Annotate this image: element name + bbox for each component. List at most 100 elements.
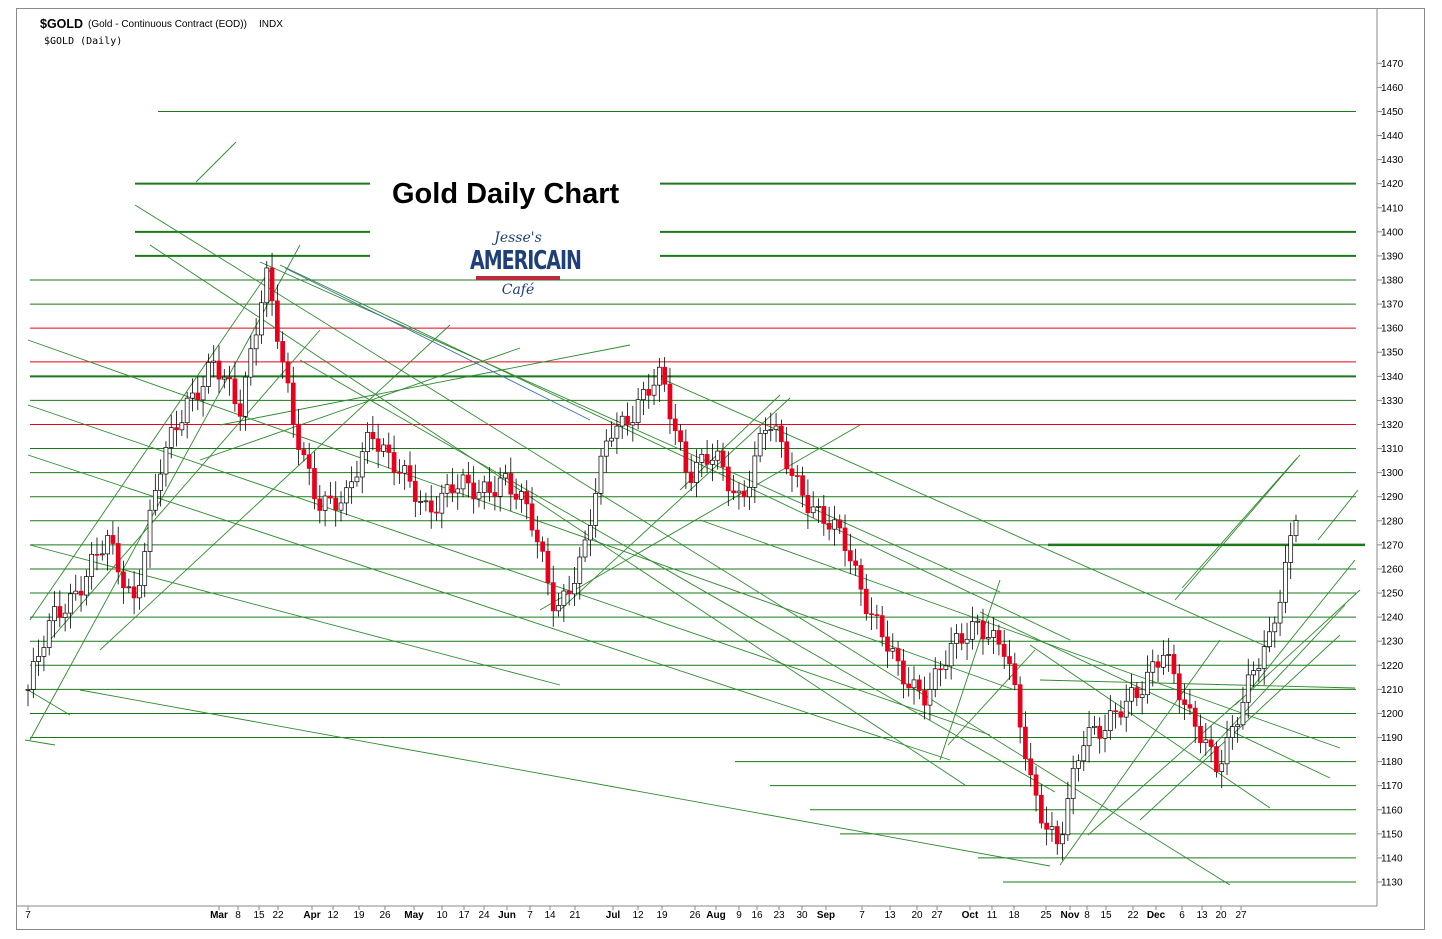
candle bbox=[572, 567, 577, 606]
candle-body bbox=[577, 556, 583, 584]
candle bbox=[264, 261, 270, 317]
y-tick-label: 1350 bbox=[1381, 348, 1404, 359]
candle bbox=[450, 468, 455, 503]
candle-body bbox=[354, 476, 360, 483]
candle-body bbox=[296, 423, 301, 450]
candle-body bbox=[397, 472, 402, 474]
candle bbox=[312, 451, 317, 510]
candle-body bbox=[126, 586, 132, 589]
candle bbox=[301, 442, 307, 462]
candle bbox=[158, 459, 163, 507]
candle bbox=[577, 547, 583, 600]
trend-line-11 bbox=[699, 519, 1341, 749]
candle bbox=[354, 460, 360, 487]
candle bbox=[163, 441, 169, 487]
candle-body bbox=[110, 535, 116, 544]
candle bbox=[662, 357, 668, 392]
candle bbox=[137, 569, 142, 610]
candle-body bbox=[280, 341, 286, 363]
candle bbox=[598, 448, 604, 505]
candle bbox=[561, 584, 567, 622]
candle bbox=[1235, 717, 1240, 743]
candle-body bbox=[84, 576, 89, 596]
candle bbox=[221, 369, 227, 389]
candle-body bbox=[1044, 822, 1049, 830]
x-tick-label: 10 bbox=[436, 910, 448, 921]
candle-body bbox=[131, 586, 137, 599]
candle-body bbox=[970, 621, 975, 640]
candle-body bbox=[810, 506, 816, 514]
candle bbox=[243, 371, 248, 431]
candle-body bbox=[603, 440, 609, 457]
candle bbox=[747, 470, 752, 511]
candle-body bbox=[704, 453, 710, 465]
candle-body bbox=[168, 427, 174, 448]
candle bbox=[1150, 649, 1156, 687]
candle-body bbox=[471, 482, 477, 500]
trend-line-29 bbox=[1139, 634, 1341, 821]
candle bbox=[789, 452, 795, 492]
candle bbox=[519, 483, 524, 513]
candle bbox=[1214, 741, 1219, 778]
candle bbox=[725, 451, 731, 507]
candle bbox=[1187, 689, 1193, 715]
candle bbox=[1203, 723, 1209, 756]
candle bbox=[418, 490, 423, 515]
candle-body bbox=[412, 480, 418, 502]
candle bbox=[52, 591, 57, 638]
candle-body bbox=[779, 425, 784, 443]
candle-body bbox=[1054, 826, 1060, 845]
y-tick-label: 1340 bbox=[1381, 372, 1404, 383]
candle bbox=[794, 465, 800, 488]
candle bbox=[890, 633, 896, 660]
candle-body bbox=[847, 550, 853, 562]
candle bbox=[1267, 616, 1272, 653]
trend-line-26 bbox=[947, 649, 1036, 746]
candle bbox=[550, 565, 556, 627]
x-tick-label: 13 bbox=[884, 910, 896, 921]
candle bbox=[1229, 715, 1235, 750]
candle-body bbox=[46, 620, 52, 648]
candle-body bbox=[1182, 699, 1187, 705]
candle bbox=[869, 597, 874, 630]
candle-body bbox=[874, 614, 880, 617]
x-tick-label: 15 bbox=[1100, 910, 1112, 921]
candle bbox=[970, 606, 975, 650]
candle bbox=[879, 606, 885, 647]
candle bbox=[200, 375, 206, 417]
candle-body bbox=[99, 553, 105, 556]
candle bbox=[110, 521, 116, 555]
candle-body bbox=[1235, 724, 1240, 727]
candle bbox=[1054, 820, 1060, 855]
y-tick-label: 1180 bbox=[1381, 757, 1403, 768]
candle bbox=[412, 464, 418, 518]
candle-body bbox=[980, 620, 986, 640]
candle-body bbox=[651, 384, 657, 396]
y-tick-label: 1130 bbox=[1381, 878, 1403, 889]
candle-body bbox=[821, 506, 827, 524]
candle bbox=[1283, 545, 1288, 614]
candle-body bbox=[826, 523, 832, 530]
candle-body bbox=[190, 392, 195, 399]
candle bbox=[513, 478, 519, 510]
candle-body bbox=[757, 433, 763, 457]
candle bbox=[179, 409, 185, 437]
candle-body bbox=[1166, 654, 1172, 656]
candle-body bbox=[550, 582, 556, 612]
candle-body bbox=[1198, 726, 1203, 744]
header-exchange: INDX bbox=[259, 19, 283, 30]
candle-body bbox=[646, 389, 652, 396]
candle bbox=[1086, 711, 1092, 763]
candle-body bbox=[248, 348, 254, 378]
y-tick-label: 1310 bbox=[1381, 444, 1404, 455]
trend-line-8 bbox=[279, 264, 1071, 641]
candle-body bbox=[317, 498, 323, 511]
x-tick-label: 20 bbox=[911, 910, 923, 921]
candle-body bbox=[1017, 684, 1023, 728]
candle-body bbox=[672, 418, 678, 432]
candle-body bbox=[381, 444, 386, 452]
trend-line-0 bbox=[27, 339, 1016, 691]
candle bbox=[954, 624, 959, 659]
trend-line-12 bbox=[979, 611, 1331, 779]
y-tick-label: 1360 bbox=[1381, 324, 1404, 335]
